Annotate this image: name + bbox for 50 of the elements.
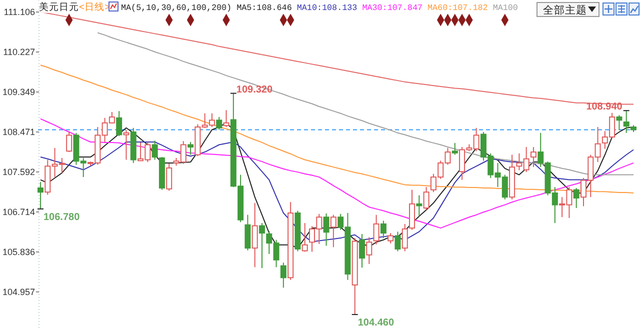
candlestick <box>616 114 622 131</box>
y-tick-label: 106.714 <box>2 207 35 218</box>
y-tick-label: 104.957 <box>2 287 35 298</box>
candlestick <box>244 214 251 251</box>
text: MA100 <box>492 3 518 13</box>
annotation: 106.780 <box>44 212 80 223</box>
candlestick <box>416 194 422 217</box>
candlestick <box>66 132 72 153</box>
candlestick <box>402 223 408 252</box>
candlestick <box>373 214 380 245</box>
annotation: 108.940 <box>586 102 623 113</box>
line-series <box>40 118 634 229</box>
annotation: 全部主题 <box>543 4 587 16</box>
candlestick <box>216 116 222 130</box>
candlestick <box>280 262 286 288</box>
candlestick <box>302 222 308 252</box>
candlestick <box>123 130 130 160</box>
annotation: 109.320 <box>236 84 273 96</box>
text: MA60:107.182 <box>428 3 488 13</box>
candlestick <box>116 110 122 137</box>
candlestick <box>573 187 580 209</box>
chart-title: 美元日元 <box>39 1 79 13</box>
candlestick <box>380 220 386 239</box>
candlestick <box>323 212 330 246</box>
candlestick <box>359 233 366 268</box>
y-tick-label: 110.227 <box>3 47 35 58</box>
y-tick-label: 111.106 <box>4 7 35 18</box>
candlestick <box>330 214 336 248</box>
candlestick <box>388 232 394 244</box>
candlestick <box>152 140 158 160</box>
text: MA30:107.847 <box>362 3 422 13</box>
candlestick <box>452 142 458 156</box>
text: MA5:108.646 <box>236 3 292 13</box>
candlestick <box>188 142 194 156</box>
candlestick <box>423 186 430 210</box>
line-series <box>97 32 634 176</box>
annotation: 104.460 <box>358 318 394 329</box>
y-tick-label: 105.836 <box>2 247 35 258</box>
candlestick <box>530 146 536 168</box>
y-tick-label: 108.471 <box>2 127 35 138</box>
y-tick-label: 107.592 <box>2 167 35 178</box>
candlestick <box>258 222 265 269</box>
candlestick <box>366 236 372 264</box>
candlestick <box>394 231 401 252</box>
candlestick <box>252 202 258 268</box>
legend-title: MA(5,10,30,60,100,200) <box>121 3 232 13</box>
candlestick <box>166 162 172 192</box>
text: MA10:108.133 <box>296 3 358 13</box>
y-tick-label: 109.349 <box>2 87 35 98</box>
candlestick <box>223 110 230 128</box>
